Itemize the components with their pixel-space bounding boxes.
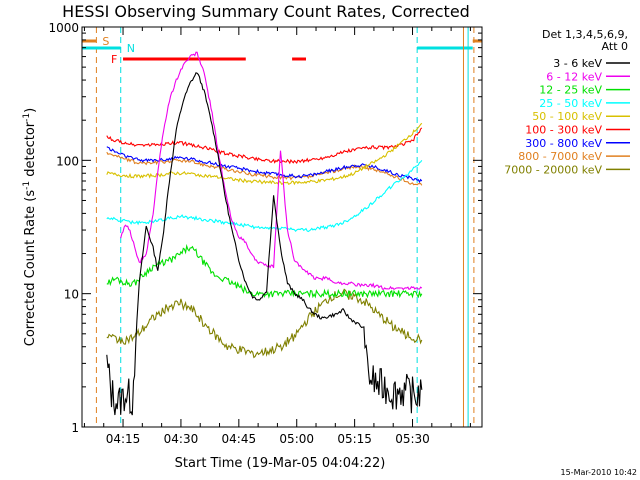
legend-label-1: 6 - 12 keV [546,70,602,83]
y-axis-label-sup1: -1 [22,181,32,190]
legend-label-5: 100 - 300 keV [525,124,602,137]
legend-header-line1: Det 1,3,4,5,6,9, [542,28,628,41]
x-tick-label-0: 04:15 [106,432,141,446]
plot-area: S NF [82,27,482,427]
legend-label-2: 12 - 25 keV [539,84,602,97]
series-line-100-300kev [106,127,423,165]
flag-label-s: S [102,35,109,48]
x-tick-label-2: 04:45 [222,432,257,446]
series-line-7000-20000kev [106,288,423,359]
flag-label-f: F [111,53,117,66]
x-tick-label-1: 04:30 [164,432,199,446]
series-group [106,51,423,416]
y-axis-label-sup2: -1 [22,113,32,122]
legend-label-3: 25 - 50 keV [539,97,602,110]
x-axis: 04:15 04:30 04:45 05:00 05:15 05:30 [83,27,471,446]
legend-label-0: 3 - 6 keV [553,57,602,70]
y-axis-label: Corrected Count Rate (s-1 detector-1) [22,108,38,346]
plot-frame [81,26,483,428]
plot-border [81,26,483,428]
series-line-6-12kev [120,51,423,291]
chart-title: HESSI Observing Summary Count Rates, Cor… [62,2,470,21]
legend-label-8: 7000 - 20000 keV [504,163,602,176]
y-axis-label-middle: detector [23,121,38,181]
legend-label-7: 800 - 7000 keV [518,150,602,163]
series-line-3-6kev [106,72,423,416]
y-tick-label-2: 100 [56,154,79,168]
y-tick-label-0: 1 [71,421,79,435]
x-tick-label-4: 05:15 [337,432,372,446]
x-tick-label-5: 05:30 [395,432,430,446]
series-line-25-50kev [106,159,423,233]
x-axis-label: Start Time (19-Mar-05 04:04:22) [175,456,386,471]
generation-timestamp: 15-Mar-2010 10:42 [561,468,638,477]
y-axis-label-prefix: Corrected Count Rate (s [23,190,38,347]
legend-label-6: 300 - 800 keV [525,137,602,150]
y-tick-label-1: 10 [64,288,79,302]
y-axis-label-suffix: ) [23,108,38,113]
series-line-50-100kev [106,122,423,186]
legend-label-4: 50 - 100 keV [532,110,602,123]
x-tick-label-3: 05:00 [279,432,314,446]
flag-label-n: N [127,42,135,55]
y-axis: 1 10 100 1000 [48,21,482,435]
y-tick-label-3: 1000 [48,21,79,35]
legend-header-line2: Att 0 [602,40,628,53]
